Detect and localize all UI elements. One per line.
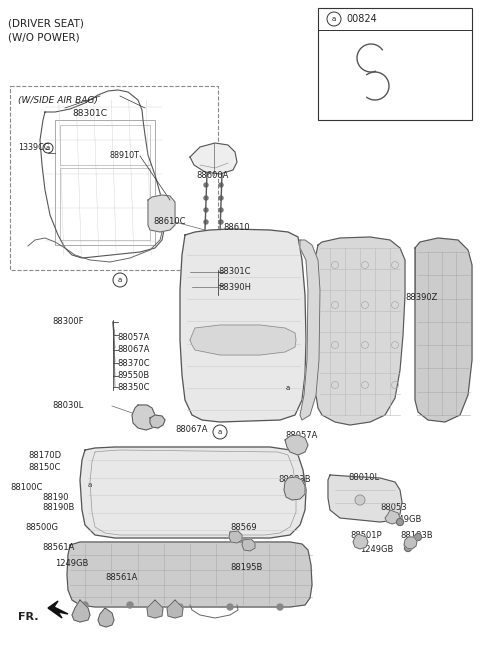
Text: 88190B: 88190B	[42, 503, 74, 512]
Text: 1249GB: 1249GB	[388, 516, 421, 525]
Text: 88057A: 88057A	[285, 430, 317, 439]
Text: 1249GB: 1249GB	[360, 545, 394, 554]
Polygon shape	[404, 537, 417, 549]
Text: 88610: 88610	[223, 224, 250, 233]
Text: (W/SIDE AIR BAG): (W/SIDE AIR BAG)	[18, 96, 98, 105]
Polygon shape	[285, 435, 308, 455]
Circle shape	[82, 602, 88, 608]
Polygon shape	[315, 237, 405, 425]
Text: 88561A: 88561A	[42, 543, 74, 552]
Polygon shape	[229, 531, 242, 543]
Text: 88030L: 88030L	[52, 402, 83, 410]
Circle shape	[227, 604, 233, 610]
Text: 88057A: 88057A	[117, 333, 149, 342]
Text: 88910T: 88910T	[110, 152, 140, 160]
Text: 88053: 88053	[380, 503, 407, 512]
Text: 88501P: 88501P	[350, 530, 382, 539]
Circle shape	[396, 519, 404, 525]
Text: 1339CC: 1339CC	[18, 143, 49, 152]
Polygon shape	[385, 510, 400, 524]
Polygon shape	[98, 608, 114, 627]
Polygon shape	[148, 195, 175, 232]
Text: 88610C: 88610C	[153, 218, 185, 227]
Polygon shape	[300, 240, 320, 420]
Text: (W/O POWER): (W/O POWER)	[8, 33, 80, 43]
Text: a: a	[218, 429, 222, 435]
Bar	[10, 86, 218, 270]
Text: 88569: 88569	[230, 523, 257, 532]
Text: 88083B: 88083B	[278, 475, 311, 484]
Circle shape	[204, 208, 208, 212]
Text: 88301C: 88301C	[72, 109, 107, 118]
Text: 88561A: 88561A	[105, 574, 137, 583]
Circle shape	[177, 604, 183, 610]
Polygon shape	[147, 600, 163, 618]
Text: a: a	[88, 482, 92, 488]
Polygon shape	[167, 600, 183, 618]
Text: 88170D: 88170D	[28, 450, 61, 459]
Circle shape	[355, 495, 365, 505]
Circle shape	[204, 196, 208, 200]
Text: 89550B: 89550B	[117, 371, 149, 380]
Text: 88300F: 88300F	[52, 317, 84, 326]
Text: 88370C: 88370C	[117, 359, 150, 368]
Text: 88390H: 88390H	[218, 282, 251, 291]
Text: 88100C: 88100C	[10, 483, 42, 492]
Text: (DRIVER SEAT): (DRIVER SEAT)	[8, 18, 84, 28]
Bar	[60, 125, 150, 165]
Circle shape	[204, 183, 208, 187]
Text: a: a	[332, 16, 336, 22]
Text: 1249GB: 1249GB	[55, 559, 88, 567]
Polygon shape	[190, 325, 296, 355]
Bar	[318, 8, 472, 120]
Circle shape	[415, 534, 421, 541]
Text: 88183B: 88183B	[400, 530, 432, 539]
Text: a: a	[286, 385, 290, 391]
Text: a: a	[118, 277, 122, 283]
Bar	[55, 120, 155, 245]
Text: 88390Z: 88390Z	[405, 293, 437, 302]
Bar	[60, 168, 150, 240]
Polygon shape	[180, 229, 306, 422]
Text: 88350C: 88350C	[117, 382, 149, 391]
Text: a: a	[46, 145, 50, 151]
Polygon shape	[132, 405, 156, 430]
Polygon shape	[284, 477, 305, 500]
Polygon shape	[72, 600, 90, 622]
Polygon shape	[353, 534, 368, 549]
Circle shape	[204, 220, 208, 224]
Text: 88067A: 88067A	[175, 426, 207, 435]
Polygon shape	[67, 542, 312, 607]
Text: FR.: FR.	[18, 612, 38, 622]
Circle shape	[405, 545, 411, 552]
Circle shape	[219, 220, 223, 224]
Polygon shape	[328, 475, 402, 522]
Polygon shape	[415, 238, 472, 422]
Circle shape	[219, 183, 223, 187]
Polygon shape	[190, 143, 237, 174]
Text: 88301C: 88301C	[218, 267, 251, 276]
Polygon shape	[242, 539, 255, 551]
Text: 00824: 00824	[346, 14, 377, 24]
Polygon shape	[48, 601, 68, 618]
Text: 88150C: 88150C	[28, 463, 60, 472]
Circle shape	[219, 196, 223, 200]
Text: 88067A: 88067A	[117, 346, 149, 355]
Text: 88600A: 88600A	[196, 171, 228, 180]
Text: 88190: 88190	[42, 492, 69, 501]
Text: 88195B: 88195B	[230, 563, 263, 572]
Polygon shape	[80, 447, 306, 538]
Circle shape	[219, 208, 223, 212]
Polygon shape	[150, 415, 165, 428]
Text: 88500G: 88500G	[25, 523, 58, 532]
Text: 88010L: 88010L	[348, 472, 379, 481]
Circle shape	[277, 604, 283, 610]
Circle shape	[127, 602, 133, 608]
